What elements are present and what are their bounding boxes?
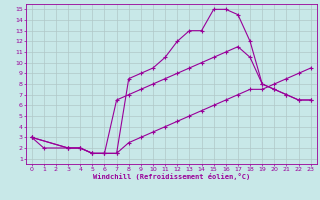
- X-axis label: Windchill (Refroidissement éolien,°C): Windchill (Refroidissement éolien,°C): [92, 173, 250, 180]
